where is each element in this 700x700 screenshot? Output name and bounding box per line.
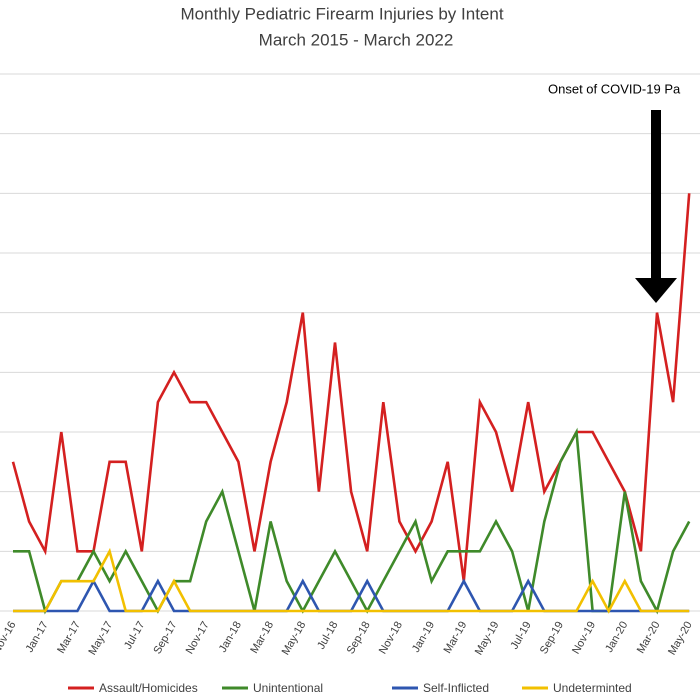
x-tick-label: Jul-19 xyxy=(508,620,533,652)
chart-subtitle: March 2015 - March 2022 xyxy=(259,30,454,49)
legend-label: Self-Inflicted xyxy=(423,681,489,695)
x-tick-label: Jan-18 xyxy=(217,620,244,655)
x-tick-label: Mar-18 xyxy=(248,620,276,656)
x-tick-label: Mar-20 xyxy=(635,620,663,656)
x-tick-label: Jan-17 xyxy=(24,620,51,655)
series-line xyxy=(13,578,690,613)
plot xyxy=(11,193,691,615)
x-tick-label: May-19 xyxy=(473,620,502,658)
x-tick-label: May-17 xyxy=(86,620,115,658)
legend-label: Unintentional xyxy=(253,681,323,695)
legend-label: Undeterminted xyxy=(553,681,632,695)
x-tick-label: Mar-19 xyxy=(442,620,470,656)
series-line xyxy=(11,193,691,582)
annotation: Onset of COVID-19 Pa xyxy=(548,81,681,96)
series-line xyxy=(13,427,691,615)
x-tick-label: Sep-18 xyxy=(345,620,373,657)
legend-label: Assault/Homicides xyxy=(99,681,198,695)
x-tick-label: Nov-18 xyxy=(377,620,405,657)
x-tick-label: Nov-16 xyxy=(0,620,19,657)
x-tick-label: Nov-19 xyxy=(570,620,598,657)
x-tick-label: Jul-17 xyxy=(122,620,147,652)
arrow xyxy=(635,110,677,303)
series-line xyxy=(13,547,690,614)
x-tick-label: Sep-17 xyxy=(151,620,179,657)
chart-title: Monthly Pediatric Firearm Injuries by In… xyxy=(180,4,503,23)
arrow-shaft xyxy=(651,110,661,280)
x-tick-label: May-18 xyxy=(280,620,309,658)
x-tick-label: Nov-17 xyxy=(184,620,212,657)
x-tick-label: Jan-20 xyxy=(603,620,630,655)
x-axis: Nov-16 Jan-17 Mar-17 May-17 Jul-17 Sep-17 Nov-… xyxy=(0,620,695,658)
x-tick-label: Mar-17 xyxy=(55,620,83,656)
x-tick-label: May-20 xyxy=(666,620,695,658)
grid xyxy=(0,73,700,612)
legend: Assault/Homicides Unintentional Self-Infli… xyxy=(68,681,632,695)
x-tick-label: Sep-19 xyxy=(538,620,566,657)
arrow-head xyxy=(635,278,677,303)
x-tick-label: Jul-18 xyxy=(315,620,340,652)
x-tick-label: Jan-19 xyxy=(410,620,437,655)
